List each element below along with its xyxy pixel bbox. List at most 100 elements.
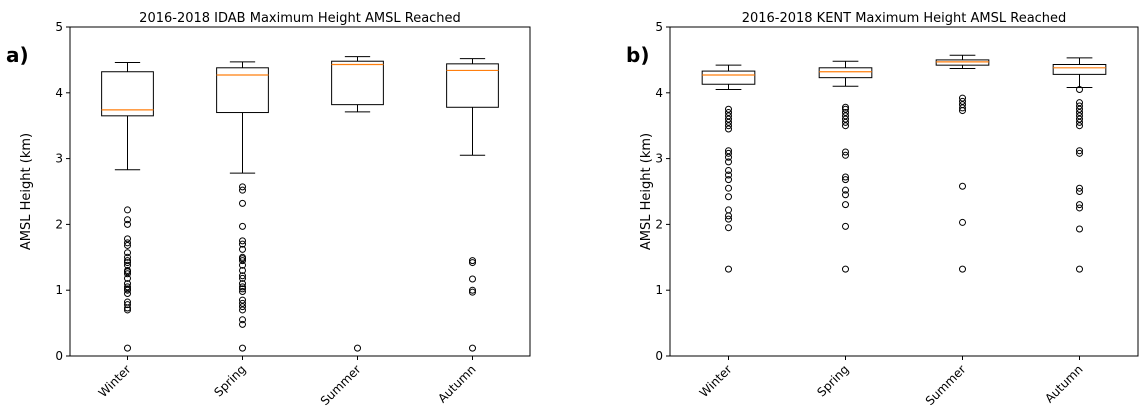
y-tick-label: 3 [655,152,663,166]
outlier-point [239,272,246,280]
box-summer [331,56,384,352]
outlier-point [124,301,131,309]
outlier-point [1076,109,1083,117]
iqr-box [1052,64,1107,75]
outlier-point [725,193,732,201]
outlier-point [959,94,966,102]
outlier-point [842,201,849,209]
chart-title: 2016-2018 IDAB Maximum Height AMSL Reach… [139,11,461,26]
outlier-point [725,105,732,113]
outlier-point [239,237,246,245]
outlier-point [124,216,131,224]
y-tick-label: 1 [55,283,63,297]
outlier-point [1076,149,1083,157]
outlier-point [239,261,246,269]
outlier-point [1076,122,1083,130]
outlier-point [725,224,732,232]
outlier-point [239,299,246,307]
outlier-point [842,118,849,126]
outlier-point [842,191,849,199]
outlier-point [469,275,476,283]
outlier-point [239,266,246,274]
outlier-point [725,158,732,166]
x-tick-label: Autumn [435,362,478,405]
outlier-point [239,285,246,293]
chart-title: 2016-2018 KENT Maximum Height AMSL Reach… [742,11,1067,26]
outlier-point [124,239,131,247]
iqr-box [216,67,269,114]
outlier-point [959,265,966,273]
outlier-point [124,289,131,297]
y-tick-label: 4 [655,86,663,100]
iqr-box [446,63,499,108]
outlier-point [725,115,732,123]
outlier-point [842,122,849,130]
iqr-box [701,70,756,85]
outlier-point [1076,86,1083,94]
outlier-point [842,109,849,117]
outlier-point [725,112,732,120]
x-tick-label: Summer [923,362,969,408]
outlier-point [725,215,732,223]
outlier-point [124,283,131,291]
outlier-point [239,296,246,304]
outlier-point [239,344,246,352]
outlier-point [725,109,732,117]
outlier-point [725,171,732,179]
outlier-point [124,220,131,228]
outlier-point [959,97,966,105]
outlier-point [959,101,966,109]
outlier-point [239,183,246,191]
outlier-point [725,118,732,126]
outlier-point [842,151,849,159]
outlier-point [1076,99,1083,107]
plot-frame [669,26,1139,357]
x-tick-label: Winter [697,362,735,400]
outlier-point [124,249,131,257]
outlier-point [725,265,732,273]
y-tick-label: 5 [655,20,663,34]
y-tick-label: 0 [655,349,663,363]
outlier-point [239,222,246,230]
outlier-point [725,147,732,155]
outlier-point [124,259,131,267]
outlier-point [469,257,476,265]
plot-frame [69,26,531,357]
box-winter [101,62,154,352]
outlier-point [842,265,849,273]
outlier-point [124,285,131,293]
outlier-point [1076,112,1083,120]
outlier-point [842,186,849,194]
outlier-point [725,125,732,133]
x-tick-label: Spring [211,362,248,399]
iqr-box [935,59,990,66]
y-tick-label: 0 [55,349,63,363]
panel-label: b) [626,43,649,67]
box-autumn [1052,57,1107,273]
outlier-point [124,235,131,243]
x-tick-label: Spring [814,362,851,399]
outlier-point [959,182,966,190]
outlier-point [354,344,361,352]
iqr-box [101,71,154,117]
outlier-point [124,266,131,274]
outlier-point [239,320,246,328]
outlier-point [239,306,246,314]
outlier-point [842,176,849,184]
y-tick-label: 2 [55,217,63,231]
y-tick-label: 3 [55,152,63,166]
x-tick-label: Winter [96,362,134,400]
panel-label: a) [6,43,29,67]
outlier-point [239,303,246,311]
outlier-point [1076,225,1083,233]
box-spring [216,61,269,352]
outlier-point [469,286,476,294]
outlier-point [725,166,732,174]
y-tick-label: 5 [55,20,63,34]
outlier-point [124,298,131,306]
box-summer [935,54,990,273]
outlier-point [124,274,131,282]
outlier-point [1076,204,1083,212]
outlier-point [469,259,476,267]
